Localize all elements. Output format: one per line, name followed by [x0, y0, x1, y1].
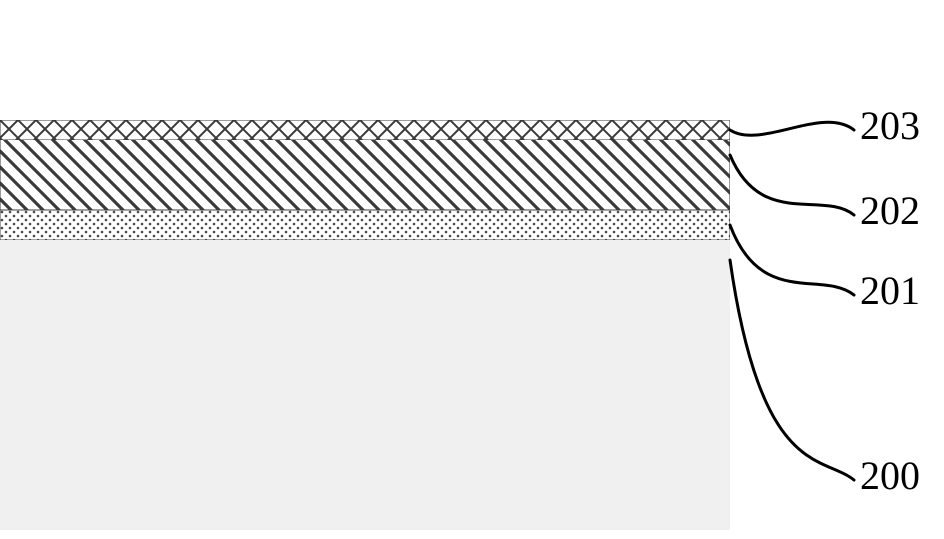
- layer-stack: [0, 120, 730, 530]
- label-layer-202: 202: [860, 187, 920, 234]
- layer-substrate: [0, 240, 730, 530]
- label-layer-201: 201: [860, 267, 920, 314]
- label-layer-203: 203: [860, 102, 920, 149]
- layer-layer-202: [0, 135, 730, 210]
- layer-layer-201: [0, 210, 730, 240]
- layer-layer-203: [0, 120, 730, 140]
- label-substrate: 200: [860, 452, 920, 499]
